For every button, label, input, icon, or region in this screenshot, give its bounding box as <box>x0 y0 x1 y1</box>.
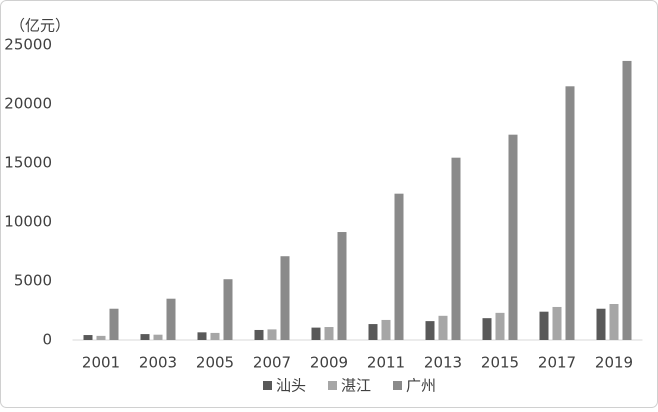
x-tick-label: 2005 <box>196 354 234 372</box>
legend-label: 广州 <box>406 377 436 395</box>
bar <box>311 327 321 340</box>
bar <box>381 319 391 340</box>
bar <box>552 306 562 340</box>
bar <box>482 318 492 340</box>
x-tick-label: 2019 <box>595 354 633 372</box>
legend-label: 湛江 <box>341 377 371 395</box>
bar <box>337 232 347 340</box>
x-tick-label: 2001 <box>82 354 120 372</box>
y-unit: （亿元） <box>10 17 70 35</box>
x-tick-label: 2011 <box>367 354 405 372</box>
bar <box>267 329 277 340</box>
bar <box>438 315 448 340</box>
bar <box>368 324 378 340</box>
bar <box>565 86 575 340</box>
bar <box>140 334 150 340</box>
y-tick-label: 10000 <box>4 213 52 231</box>
legend-swatch <box>393 381 402 390</box>
x-tick-label: 2003 <box>139 354 177 372</box>
bar <box>96 335 106 340</box>
bar <box>394 193 404 340</box>
bar <box>280 256 290 340</box>
bar <box>508 134 518 340</box>
bar <box>609 304 619 340</box>
bar <box>539 311 549 340</box>
bar <box>83 335 93 340</box>
x-tick-label: 2015 <box>481 354 519 372</box>
bar <box>622 60 632 341</box>
y-tick-label: 15000 <box>4 154 52 172</box>
bar <box>210 332 220 340</box>
bar <box>197 332 207 340</box>
bar <box>223 279 233 340</box>
y-tick-label: 25000 <box>4 36 52 54</box>
y-tick-label: 5000 <box>14 272 52 290</box>
legend-swatch <box>263 381 272 390</box>
legend-label: 汕头 <box>276 377 306 395</box>
bar <box>109 308 119 340</box>
legend-swatch <box>328 381 337 390</box>
bar <box>425 321 435 340</box>
x-tick-label: 2007 <box>253 354 291 372</box>
bar <box>166 298 176 340</box>
x-tick-label: 2017 <box>538 354 576 372</box>
bar <box>596 308 606 340</box>
x-tick-label: 2013 <box>424 354 462 372</box>
y-tick-label: 0 <box>42 331 52 349</box>
x-tick-label: 2009 <box>310 354 348 372</box>
bar <box>451 157 461 340</box>
bar <box>324 327 334 340</box>
bar <box>153 334 163 340</box>
bar <box>495 312 505 340</box>
bar <box>254 329 264 340</box>
y-tick-label: 20000 <box>4 95 52 113</box>
